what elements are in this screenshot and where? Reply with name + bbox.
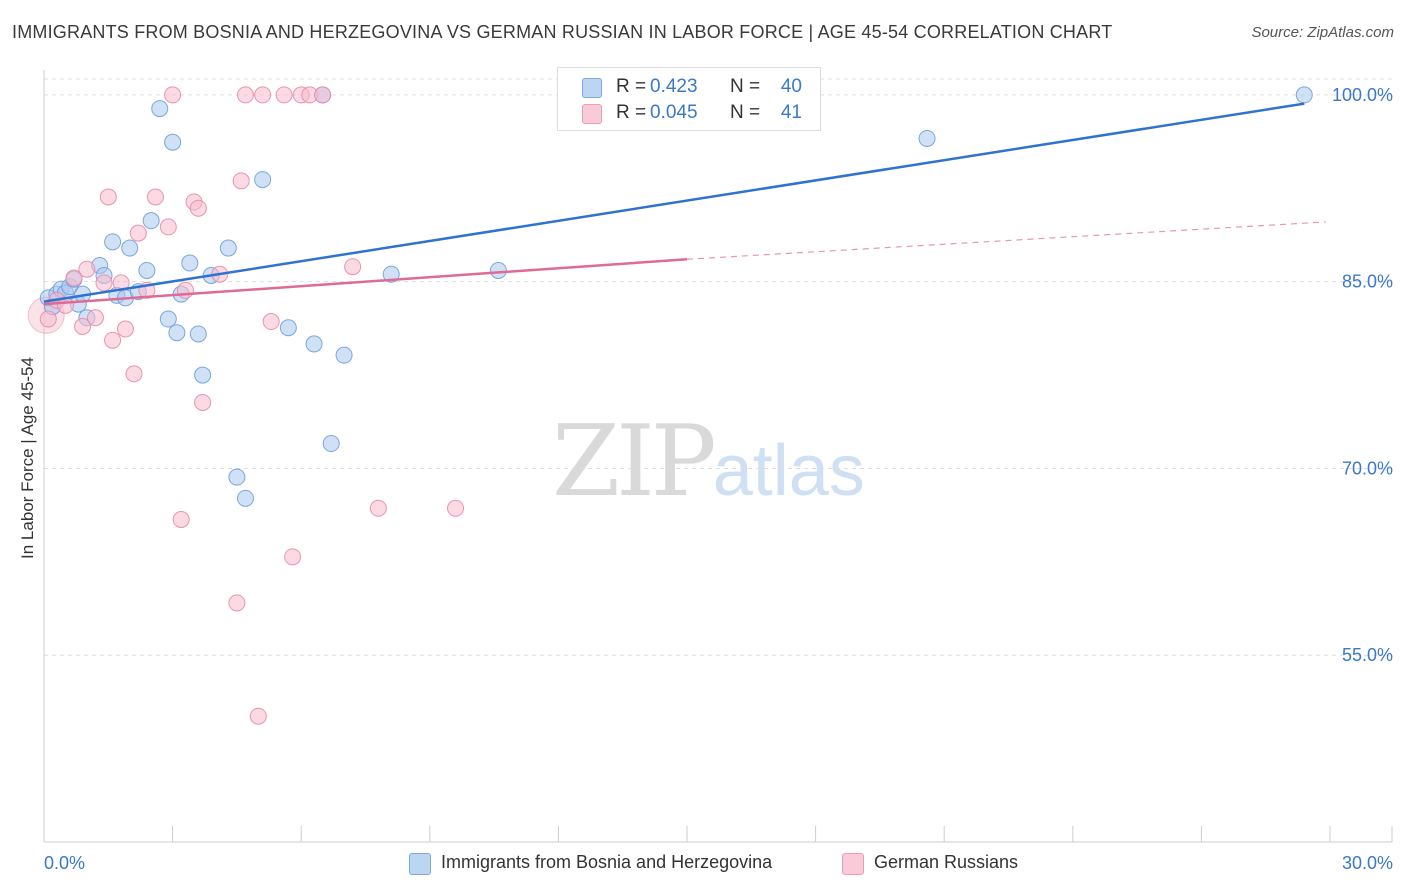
bosnia-point (142, 212, 160, 230)
german-russian-point (172, 511, 190, 529)
y-tick-label: 55.0% (1342, 645, 1393, 665)
german-russian-point (249, 707, 267, 725)
x-tick-label: 30.0% (1342, 853, 1393, 873)
german-russian-point (262, 313, 280, 331)
bosnia-point (189, 325, 207, 343)
stats-legend: R = 0.423 N = 40 R = 0.045 N = 41 (557, 67, 821, 131)
german-russian-point (189, 199, 207, 217)
pink-swatch (582, 104, 602, 124)
r-value: 0.423 (650, 76, 698, 97)
bosnia-point (1295, 86, 1313, 104)
grid-lines (44, 78, 1392, 656)
x-tick-label: 0.0% (44, 853, 85, 873)
bosnia-point (489, 261, 507, 279)
german-russian-point (78, 260, 96, 278)
bosnia-point (219, 239, 237, 257)
bosnia-point (164, 133, 182, 151)
blue-swatch (409, 853, 431, 875)
german-russian-point (116, 320, 134, 338)
german-russian-point (236, 86, 254, 104)
german-russian-point (447, 499, 465, 517)
bosnia-point (138, 261, 156, 279)
legend-item-bosnia: Immigrants from Bosnia and Herzegovina (409, 852, 829, 876)
bosnia-point (382, 265, 400, 283)
german-russian-point (284, 548, 302, 566)
axes (43, 70, 1393, 843)
legend-item-german-russians: German Russians (842, 852, 1062, 876)
bosnia-point (168, 324, 186, 342)
german-russian-point (99, 188, 117, 206)
n-value: 41 (780, 102, 802, 123)
german-russian-point (112, 274, 130, 292)
bosnia-point (279, 319, 297, 337)
german-russian-point (146, 188, 164, 206)
n-value: 40 (780, 76, 802, 97)
y-tick-label: 85.0% (1342, 272, 1393, 292)
german-russian-point (275, 86, 293, 104)
bosnia-point (121, 239, 139, 257)
r-label: R = (616, 76, 647, 97)
german-russian-point (164, 86, 182, 104)
data-points (27, 86, 1313, 725)
tick-labels: 55.0% 70.0% 85.0% 100.0% 0.0% 30.0% (44, 85, 1393, 873)
r-label: R = (616, 102, 647, 123)
n-label: N = (730, 76, 761, 97)
german-russian-point (129, 224, 147, 242)
german-russian-point (95, 274, 113, 292)
german-russian-point (232, 172, 250, 190)
bosnia-trend-line (43, 102, 1305, 303)
n-label: N = (730, 102, 761, 123)
bosnia-point (305, 335, 323, 353)
trend-lines (43, 102, 1326, 306)
source-label: Source: ZipAtlas.com (1251, 24, 1394, 41)
y-tick-label: 100.0% (1332, 85, 1393, 105)
german-russian-point (86, 309, 104, 327)
bosnia-point (104, 233, 122, 251)
watermark-zip: ZIP (552, 405, 717, 519)
bosnia-point (228, 468, 246, 486)
german-russian-point (74, 318, 92, 336)
bosnia-point (335, 346, 353, 364)
german-russian-point (344, 258, 362, 276)
german-russian-point (104, 331, 122, 349)
german-russian-point (254, 86, 272, 104)
watermark: ZIPatlas (552, 405, 865, 519)
bosnia-point (194, 366, 212, 384)
bosnia-point (918, 129, 936, 147)
chart-title: IMMIGRANTS FROM BOSNIA AND HERZEGOVINA V… (12, 22, 1113, 42)
german-russian-point (228, 594, 246, 612)
german-russian-point (39, 310, 57, 328)
bosnia-point (322, 435, 340, 453)
german-russian-point (369, 499, 387, 517)
blue-swatch (582, 78, 602, 98)
bosnia-point (254, 171, 272, 189)
legend-label-german-russians: German Russians (874, 852, 1019, 872)
german-russian-point (159, 218, 177, 236)
r-value: 0.045 (650, 102, 698, 123)
german-russian-point (194, 393, 212, 411)
german-russian-trend-extension (686, 221, 1326, 260)
bosnia-point (181, 254, 199, 272)
bosnia-point (236, 489, 254, 507)
watermark-atlas: atlas (712, 431, 865, 511)
bosnia-point (159, 310, 177, 328)
legend-label-bosnia: Immigrants from Bosnia and Herzegovina (441, 852, 773, 872)
pink-swatch (842, 853, 864, 875)
bosnia-point (151, 100, 169, 118)
german-russian-point (65, 269, 83, 287)
y-tick-label: 70.0% (1342, 458, 1393, 478)
german-russian-point (176, 281, 194, 299)
german-russian-trend-line (43, 258, 688, 306)
german-russian-point (125, 365, 143, 383)
german-russian-point (314, 86, 332, 104)
